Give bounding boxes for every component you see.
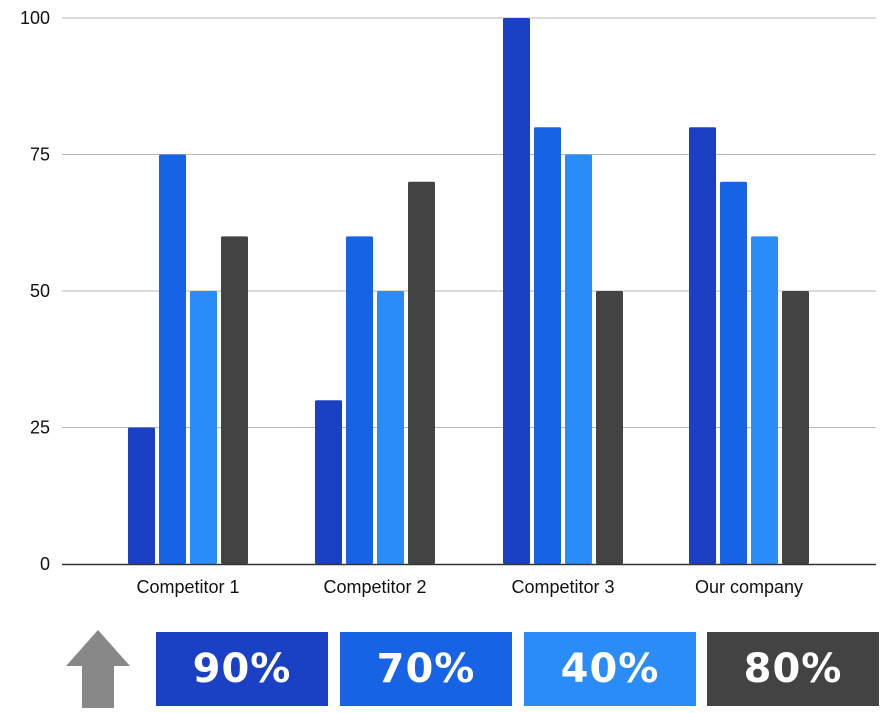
bar xyxy=(190,291,217,564)
y-tick-label: 75 xyxy=(30,145,50,165)
summary-badge-label: 70% xyxy=(376,646,476,692)
bar xyxy=(534,127,561,564)
bars xyxy=(128,18,809,565)
summary-badge-label: 80% xyxy=(743,646,843,692)
bar xyxy=(221,236,248,564)
y-tick-label: 0 xyxy=(40,554,50,574)
bar xyxy=(408,181,435,565)
bar xyxy=(689,127,716,564)
x-category-label: Competitor 2 xyxy=(323,577,426,597)
up-arrow-icon xyxy=(66,630,130,708)
x-category-label: Our company xyxy=(695,577,803,597)
x-category-label: Competitor 1 xyxy=(136,577,239,597)
bar xyxy=(782,291,809,564)
bar xyxy=(377,291,404,564)
y-tick-label: 25 xyxy=(30,418,50,438)
bar xyxy=(720,181,747,565)
bar xyxy=(346,236,373,564)
bar xyxy=(159,154,186,564)
y-tick-label: 100 xyxy=(20,8,50,28)
summary-badge-1: 90% xyxy=(156,632,328,706)
x-category-label: Competitor 3 xyxy=(511,577,614,597)
bar xyxy=(503,18,530,564)
summary-badge-label: 40% xyxy=(560,646,660,692)
bar-chart: 0 25 50 75 100 Competitor 1 Competitor 2 Compet… xyxy=(20,8,876,597)
bar xyxy=(596,291,623,564)
y-tick-label: 50 xyxy=(30,281,50,301)
summary-badge-label: 90% xyxy=(192,646,292,692)
bar xyxy=(315,400,342,564)
summary-badge-2: 70% xyxy=(340,632,512,706)
bar xyxy=(751,236,778,564)
summary-badge-3: 40% xyxy=(524,632,696,706)
bar xyxy=(128,427,155,564)
axes: 0 25 50 75 100 Competitor 1 Competitor 2 Compet… xyxy=(20,8,876,597)
summary-badge-4: 80% xyxy=(707,632,879,706)
bar xyxy=(565,154,592,564)
